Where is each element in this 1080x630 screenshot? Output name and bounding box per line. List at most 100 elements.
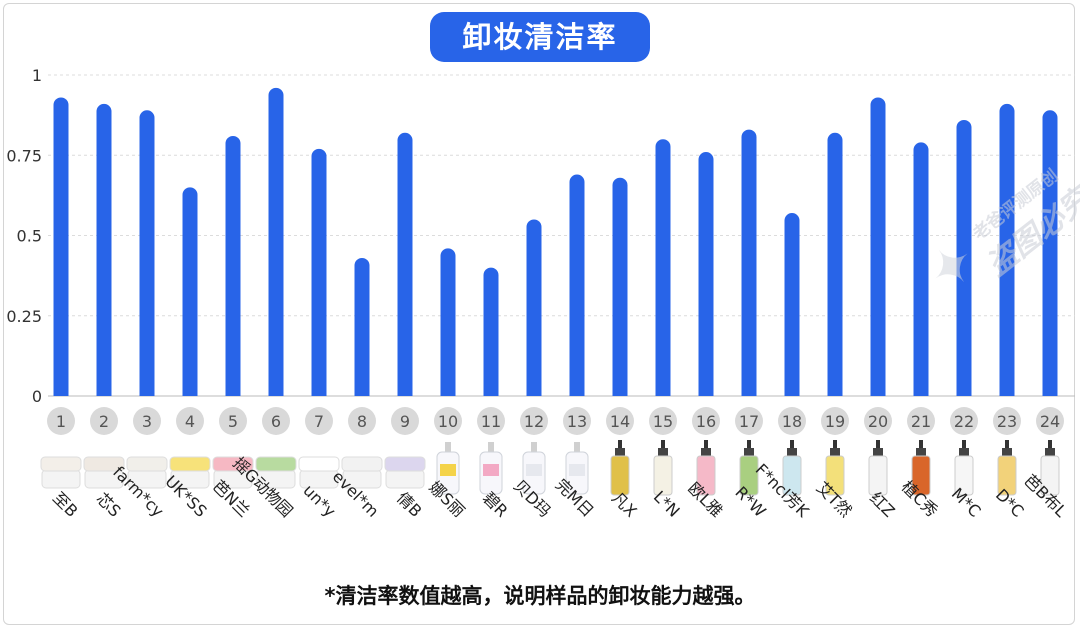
number-label: 11 bbox=[481, 412, 501, 431]
number-badge: 10 bbox=[434, 407, 462, 435]
bar bbox=[182, 187, 198, 396]
number-label: 7 bbox=[314, 412, 324, 431]
micellar-bottle-icon bbox=[479, 442, 503, 495]
bar bbox=[397, 132, 413, 396]
category-label: 至B bbox=[49, 488, 82, 521]
bar-base bbox=[354, 381, 370, 396]
bar-base bbox=[483, 381, 499, 396]
balm-jar-icon bbox=[341, 456, 383, 489]
number-label: 19 bbox=[825, 412, 845, 431]
number-badge: 18 bbox=[778, 407, 806, 435]
balm-jar-icon bbox=[298, 456, 340, 489]
chart-frame bbox=[3, 3, 1075, 625]
number-label: 6 bbox=[271, 412, 281, 431]
number-badge: 9 bbox=[391, 407, 419, 435]
bar-base bbox=[225, 381, 241, 396]
oil-bottle-icon bbox=[610, 440, 630, 496]
number-label: 22 bbox=[954, 412, 974, 431]
bar-base bbox=[397, 381, 413, 396]
bars bbox=[53, 87, 1058, 397]
number-label: 21 bbox=[911, 412, 931, 431]
category-label: R*W bbox=[731, 483, 769, 521]
number-badge: 11 bbox=[477, 407, 505, 435]
balm-jar-icon bbox=[212, 456, 254, 489]
y-tick-label: 1 bbox=[32, 66, 42, 85]
bar-base bbox=[526, 381, 542, 396]
oil-bottle-icon bbox=[911, 440, 931, 496]
product-images bbox=[40, 440, 1060, 496]
number-badge: 19 bbox=[821, 407, 849, 435]
bar-base bbox=[268, 381, 284, 396]
y-tick-label: 0.5 bbox=[17, 227, 42, 246]
bar bbox=[741, 129, 757, 396]
number-badge: 24 bbox=[1036, 407, 1064, 435]
bar-base bbox=[612, 381, 628, 396]
chart-title: 卸妆清洁率 bbox=[430, 12, 650, 62]
balm-jar-icon bbox=[126, 456, 168, 489]
number-label: 5 bbox=[228, 412, 238, 431]
bar-base bbox=[53, 381, 69, 396]
number-label: 8 bbox=[357, 412, 367, 431]
oil-bottle-icon bbox=[739, 440, 759, 496]
number-badge: 23 bbox=[993, 407, 1021, 435]
balm-jar-icon bbox=[255, 456, 297, 489]
number-label: 9 bbox=[400, 412, 410, 431]
number-label: 2 bbox=[99, 412, 109, 431]
number-badge: 14 bbox=[606, 407, 634, 435]
micellar-bottle-icon bbox=[522, 442, 546, 495]
number-badge: 8 bbox=[348, 407, 376, 435]
oil-bottle-icon bbox=[825, 440, 845, 496]
y-tick-label: 0 bbox=[32, 387, 42, 406]
number-label: 23 bbox=[997, 412, 1017, 431]
number-badge: 5 bbox=[219, 407, 247, 435]
bar bbox=[913, 142, 929, 396]
number-label: 24 bbox=[1040, 412, 1060, 431]
bar bbox=[354, 257, 370, 396]
bar bbox=[139, 110, 155, 396]
bar bbox=[526, 219, 542, 396]
oil-bottle-icon bbox=[782, 440, 802, 496]
bar-base bbox=[569, 381, 585, 396]
bar-base bbox=[182, 381, 198, 396]
oil-bottle-icon bbox=[653, 440, 673, 496]
number-badge: 15 bbox=[649, 407, 677, 435]
balm-jar-icon bbox=[40, 456, 82, 489]
balm-jar-icon bbox=[169, 456, 211, 489]
number-label: 3 bbox=[142, 412, 152, 431]
bar bbox=[655, 139, 671, 396]
category-label: 芯S bbox=[93, 489, 125, 521]
bar-base bbox=[827, 381, 843, 396]
number-badge: 16 bbox=[692, 407, 720, 435]
number-badges: 1 2 3 4 5 6 7 8 9 10 11 12 13 14 15 16 17 18 19 20 21 22 23 24 bbox=[47, 407, 1064, 435]
number-badge: 7 bbox=[305, 407, 333, 435]
bar bbox=[311, 148, 327, 396]
gridlines bbox=[48, 74, 1075, 397]
number-label: 16 bbox=[696, 412, 716, 431]
number-badge: 13 bbox=[563, 407, 591, 435]
bar bbox=[956, 119, 972, 396]
bar-base bbox=[913, 381, 929, 396]
bar bbox=[96, 103, 112, 396]
bar-base bbox=[956, 381, 972, 396]
number-badge: 12 bbox=[520, 407, 548, 435]
number-badge: 22 bbox=[950, 407, 978, 435]
number-badge: 2 bbox=[90, 407, 118, 435]
category-label: D*C bbox=[992, 485, 1028, 521]
number-badge: 17 bbox=[735, 407, 763, 435]
oil-bottle-icon bbox=[954, 440, 974, 496]
bar-base bbox=[784, 381, 800, 396]
bar-base bbox=[741, 381, 757, 396]
bar bbox=[440, 248, 456, 396]
bar bbox=[1042, 110, 1058, 396]
category-label: 倩B bbox=[393, 488, 426, 521]
balm-jar-icon bbox=[384, 456, 426, 489]
bar-base bbox=[870, 381, 886, 396]
number-label: 18 bbox=[782, 412, 802, 431]
category-label: M*C bbox=[948, 484, 985, 521]
number-label: 10 bbox=[438, 412, 458, 431]
number-badge: 4 bbox=[176, 407, 204, 435]
bar bbox=[268, 87, 284, 396]
number-label: 13 bbox=[567, 412, 587, 431]
number-badge: 21 bbox=[907, 407, 935, 435]
